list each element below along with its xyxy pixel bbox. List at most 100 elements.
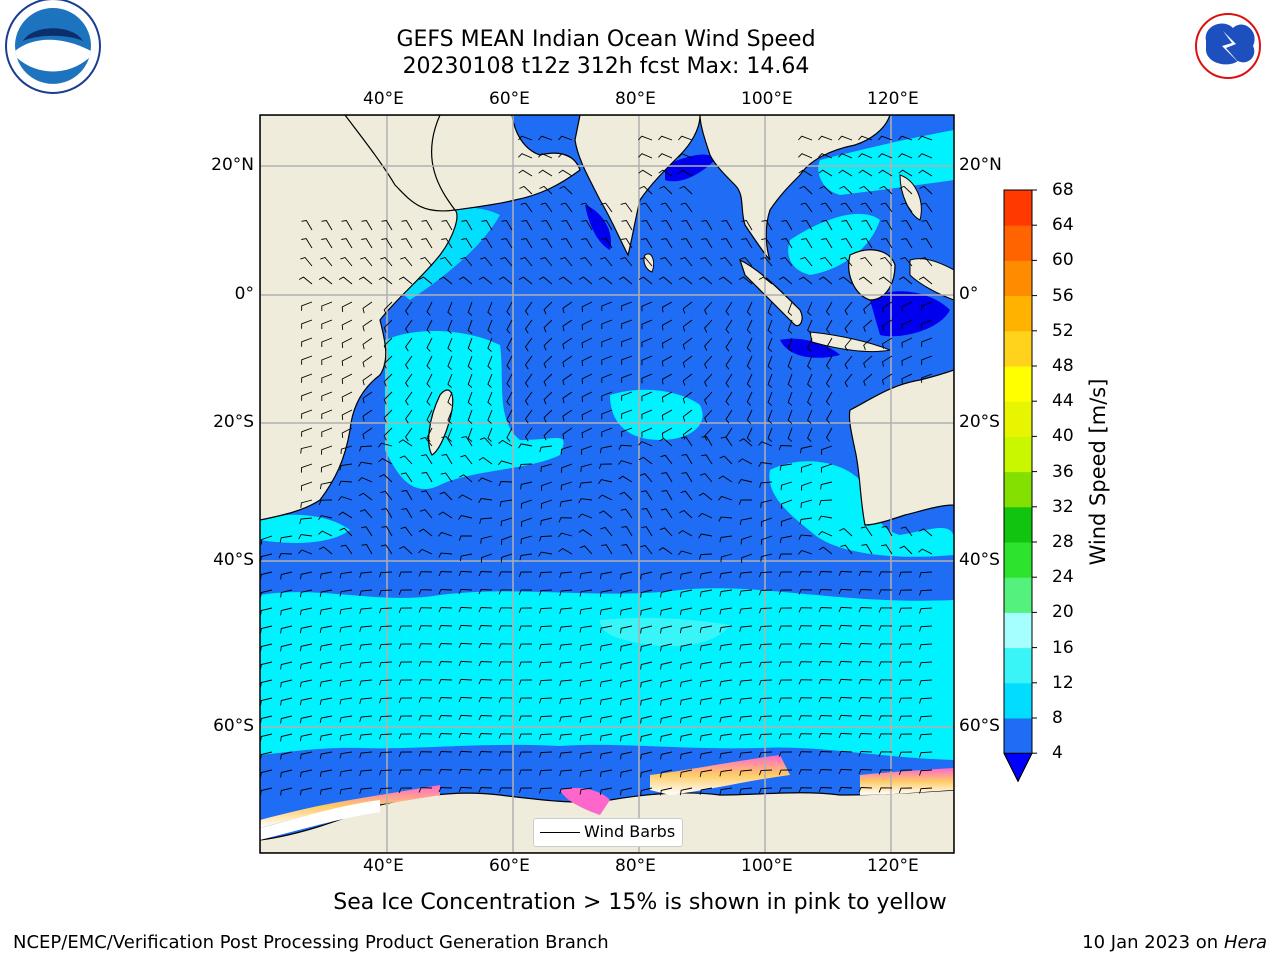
wind-barb (358, 276, 373, 285)
wind-barb (383, 319, 393, 333)
wind-barb (599, 733, 613, 741)
wind-barb (506, 337, 513, 352)
wind-barb (598, 479, 613, 485)
wind-barb (524, 391, 533, 406)
wind-barb (863, 337, 873, 351)
wind-barb (620, 787, 633, 796)
wind-barb (520, 256, 533, 267)
wind-barb (558, 547, 573, 555)
wind-barb (440, 472, 453, 483)
colorbar-label: Wind Speed [m/s] (1086, 378, 1110, 566)
wind-barb (361, 220, 373, 231)
wind-barb (679, 769, 693, 778)
wind-barb (778, 553, 793, 559)
wind-barb (447, 409, 453, 424)
wind-barb (639, 473, 653, 483)
colorbar-segment (1004, 577, 1032, 613)
wind-barb (858, 276, 873, 285)
wind-barb (682, 355, 693, 368)
wind-barb (863, 373, 873, 387)
wind-barb (260, 787, 273, 796)
wind-barb (524, 355, 533, 370)
wind-barb (618, 475, 633, 483)
wind-barb (739, 607, 753, 614)
wind-barb (398, 679, 413, 685)
wind-barb (498, 589, 513, 595)
wind-barb (405, 301, 413, 316)
wind-barb (381, 526, 393, 537)
wind-barb (704, 427, 713, 441)
wind-barb (561, 463, 573, 473)
wind-barb (280, 679, 293, 688)
wind-barb (859, 185, 873, 195)
wind-barb (660, 697, 673, 706)
wind-barb (478, 715, 493, 721)
wind-barb (679, 571, 693, 580)
wind-barb (518, 715, 533, 721)
wind-barb (739, 625, 753, 632)
wind-barb (879, 185, 893, 195)
wind-barb (660, 625, 673, 634)
wind-barb (599, 679, 613, 687)
wind-barb (398, 439, 413, 447)
wind-barb (660, 733, 673, 742)
wind-barb (280, 643, 293, 652)
wind-barb (341, 220, 353, 231)
wind-barb (438, 552, 453, 558)
wind-barb (478, 477, 493, 483)
wind-barb (478, 679, 493, 685)
wind-barb (798, 625, 813, 631)
wind-barb (601, 373, 613, 383)
wind-barb (878, 169, 893, 177)
wind-barb (679, 625, 693, 634)
wind-barb (581, 355, 593, 366)
wind-barb (682, 301, 693, 314)
wind-barb (660, 787, 673, 796)
wind-barb (921, 238, 933, 249)
colorbar-segment (1004, 647, 1032, 684)
wind-barb (660, 607, 673, 616)
wind-barb (581, 373, 593, 384)
wind-barb (521, 517, 533, 527)
wind-barb (379, 607, 393, 614)
wind-barb (818, 769, 833, 775)
wind-barb (459, 553, 473, 562)
wind-barb (719, 697, 733, 705)
wind-barb (379, 571, 393, 578)
wind-barb (798, 589, 813, 595)
wind-barb (478, 456, 493, 465)
wind-barb (458, 660, 473, 667)
wind-barb (858, 607, 873, 613)
wind-barb (420, 436, 433, 447)
wind-barb (358, 492, 373, 501)
wind-barb (339, 607, 353, 615)
wind-barb (620, 769, 633, 778)
wind-barb (398, 787, 413, 793)
wind-barb (559, 769, 573, 777)
wind-barb (863, 319, 873, 333)
wind-barb (699, 625, 713, 633)
wind-barb (579, 697, 593, 705)
wind-barb (458, 624, 473, 631)
wind-barb (581, 220, 593, 231)
wind-barb (379, 589, 393, 596)
wind-barb (738, 478, 753, 484)
wind-barb (640, 751, 653, 760)
wind-barb (487, 391, 493, 406)
lat-label-right: 20°S (959, 412, 1000, 432)
wind-barb (682, 337, 693, 350)
wind-barb (405, 373, 413, 388)
wind-barb (839, 185, 853, 195)
title-line-2: 20230108 t12z 312h fcst Max: 14.64 (402, 54, 810, 79)
wind-barb (779, 535, 793, 544)
wind-barb (438, 679, 453, 685)
wind-barb (260, 625, 273, 634)
wind-barb (405, 391, 413, 406)
wind-barb (426, 301, 433, 316)
wind-barb (579, 733, 593, 741)
lat-label-left: 0° (234, 284, 254, 304)
wind-barb (807, 373, 813, 388)
wind-barb (487, 427, 493, 442)
wind-barb (359, 607, 373, 615)
colorbar-extend-arrow (1003, 752, 1033, 783)
